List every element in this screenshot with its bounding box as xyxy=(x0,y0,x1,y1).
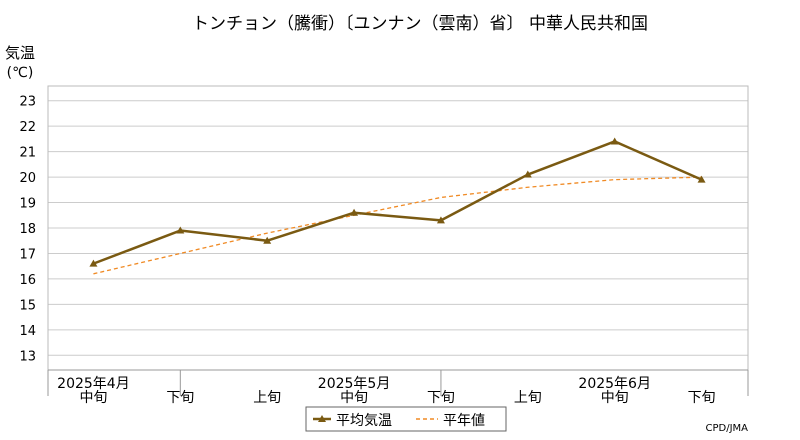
grid xyxy=(48,100,748,356)
y-tick-label: 21 xyxy=(19,146,36,161)
y-tick-label: 19 xyxy=(19,197,36,212)
x-tick-label: 上旬 xyxy=(514,390,542,406)
data-point-avg xyxy=(523,170,532,178)
y-tick-labels: 13 14 15 16 17 18 19 20 21 22 23 xyxy=(19,95,36,365)
month-label: 2025年4月 xyxy=(57,376,130,392)
x-tick-label: 中旬 xyxy=(601,390,629,406)
data-point-avg xyxy=(610,137,619,145)
series-line-normal xyxy=(93,176,702,275)
data-point-avg xyxy=(436,216,445,224)
series-lines xyxy=(89,137,706,275)
series-line-avg xyxy=(92,140,703,265)
y-tick-label: 23 xyxy=(19,95,36,110)
legend: 平均気温 平年値 xyxy=(305,406,507,432)
y-tick-label: 14 xyxy=(19,324,36,339)
y-tick-label: 15 xyxy=(19,298,36,313)
data-point-avg xyxy=(89,259,98,267)
legend-label-normal: 平年値 xyxy=(443,413,485,429)
y-tick-label: 13 xyxy=(19,349,36,364)
legend-label-avg: 平均気温 xyxy=(336,413,392,429)
y-axis-label: 気温 xyxy=(5,44,35,62)
data-point-avg xyxy=(176,226,185,234)
chart-title: トンチョン（騰衝）〔ユンナン（雲南）省〕 中華人民共和国 xyxy=(192,14,648,34)
x-tick-label: 下旬 xyxy=(166,390,194,406)
y-tick-label: 20 xyxy=(19,171,36,186)
x-tick-label: 下旬 xyxy=(688,390,716,406)
y-tick-label: 18 xyxy=(19,222,36,237)
month-label: 2025年6月 xyxy=(578,376,651,392)
y-tick-label: 22 xyxy=(19,120,36,135)
data-point-avg xyxy=(697,175,706,183)
month-label: 2025年5月 xyxy=(318,376,391,392)
x-tick-label: 中旬 xyxy=(340,390,368,406)
credit: CPD/JMA xyxy=(706,423,749,434)
y-tick-label: 17 xyxy=(19,247,36,262)
y-tick-label: 16 xyxy=(19,273,36,288)
legend-marker-avg xyxy=(318,415,326,422)
legend-box xyxy=(305,406,507,432)
y-axis-unit: (℃) xyxy=(7,65,34,81)
x-tick-label: 中旬 xyxy=(79,390,107,406)
data-point-avg xyxy=(350,208,359,216)
x-tick-label: 下旬 xyxy=(427,390,455,406)
data-point-avg xyxy=(263,236,272,244)
x-tick-label: 上旬 xyxy=(253,390,281,406)
x-axis: 中旬 下旬 上旬 中旬 下旬 上旬 中旬 下旬 2025年4月 2025年5月 2025年6月 xyxy=(47,369,749,406)
